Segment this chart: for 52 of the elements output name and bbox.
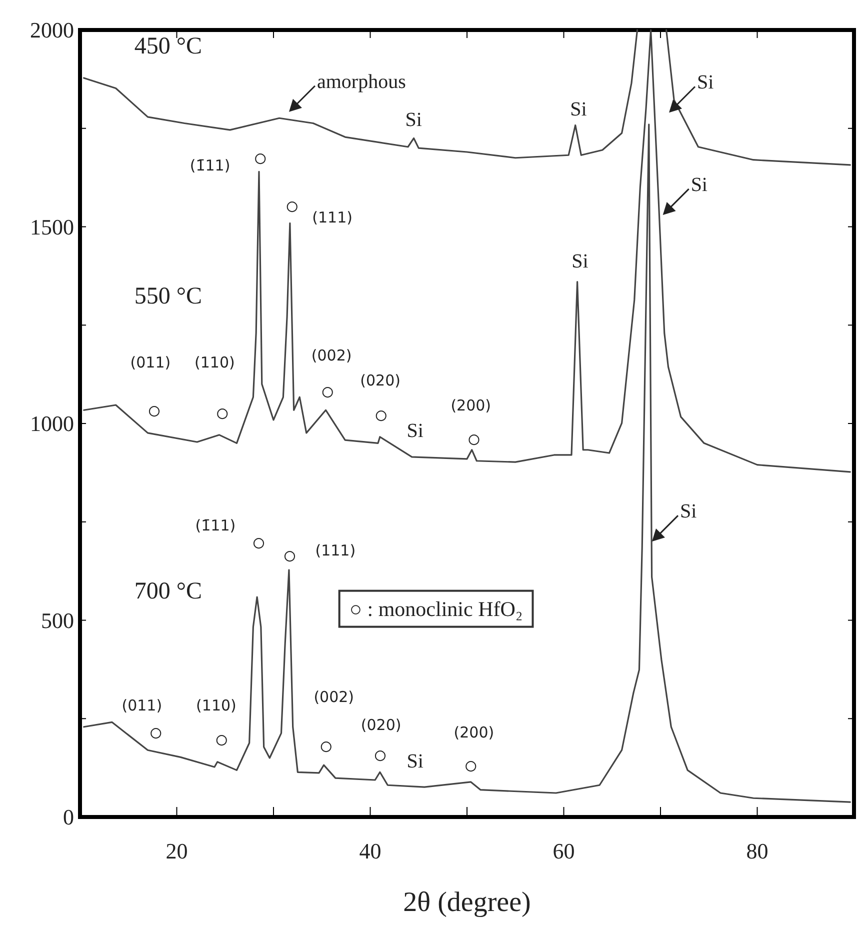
annotation: ○ bbox=[147, 398, 162, 425]
annotation: ○ bbox=[464, 753, 478, 780]
annotation: Si bbox=[697, 72, 714, 94]
annotation: (002) bbox=[311, 346, 352, 364]
annotation: ○ bbox=[374, 403, 388, 430]
annotation: 550 °C bbox=[134, 284, 202, 310]
y-tick-label: 0 bbox=[63, 804, 74, 830]
annotation: (110) bbox=[196, 696, 236, 714]
annotation: 700 °C bbox=[134, 578, 202, 605]
annotation: ○ bbox=[466, 426, 482, 453]
y-tick-label: 1500 bbox=[30, 214, 74, 240]
annotation: (1̄11) bbox=[195, 516, 236, 534]
annotation: (011) bbox=[130, 353, 171, 372]
annotation: ○ bbox=[214, 727, 229, 754]
annotation: ○ bbox=[282, 543, 298, 570]
annotation: ○ bbox=[318, 734, 334, 760]
annotation: ○ bbox=[373, 743, 388, 770]
annotation: (200) bbox=[454, 723, 494, 742]
annotation: ○ bbox=[148, 720, 164, 746]
annotation: (020) bbox=[360, 371, 400, 390]
y-tick-label: 1000 bbox=[30, 411, 74, 436]
annotation: amorphous bbox=[316, 70, 406, 93]
annotation: (111) bbox=[315, 541, 356, 560]
annotation: Si bbox=[406, 750, 424, 772]
line-series bbox=[83, 29, 851, 473]
annotation: (111) bbox=[312, 208, 352, 227]
annotation: (011) bbox=[122, 696, 162, 714]
annotation: (1̄11) bbox=[190, 156, 230, 175]
y-tick-label: 500 bbox=[41, 608, 74, 633]
annotation: 450 °C bbox=[134, 33, 202, 60]
annotation: ○ bbox=[215, 400, 230, 427]
annotation: (110) bbox=[194, 353, 235, 372]
annotation: Si bbox=[572, 250, 589, 273]
annotation: ○ bbox=[320, 380, 335, 406]
annotation: (002) bbox=[314, 688, 354, 706]
y-tick-label: 2000 bbox=[30, 18, 74, 43]
annotation: Si bbox=[690, 174, 708, 196]
annotation: Si bbox=[570, 98, 588, 121]
annotation: Si bbox=[680, 500, 698, 523]
annotation: Si bbox=[406, 420, 424, 442]
x-axis-title: 2θ (degree) bbox=[403, 887, 531, 918]
x-tick-label: 60 bbox=[552, 838, 575, 864]
x-tick-label: 20 bbox=[166, 838, 188, 864]
annotation: ○ : monoclinic HfO₂ bbox=[349, 596, 523, 621]
annotation: ○ bbox=[252, 530, 266, 557]
x-tick-label: 80 bbox=[746, 838, 768, 864]
x-tick-label: 40 bbox=[359, 838, 382, 864]
annotation: ○ bbox=[284, 194, 300, 220]
annotation: Si bbox=[405, 108, 422, 131]
annotation: ○ bbox=[253, 146, 268, 172]
annotation: (200) bbox=[450, 396, 492, 415]
annotation: (020) bbox=[360, 716, 402, 734]
